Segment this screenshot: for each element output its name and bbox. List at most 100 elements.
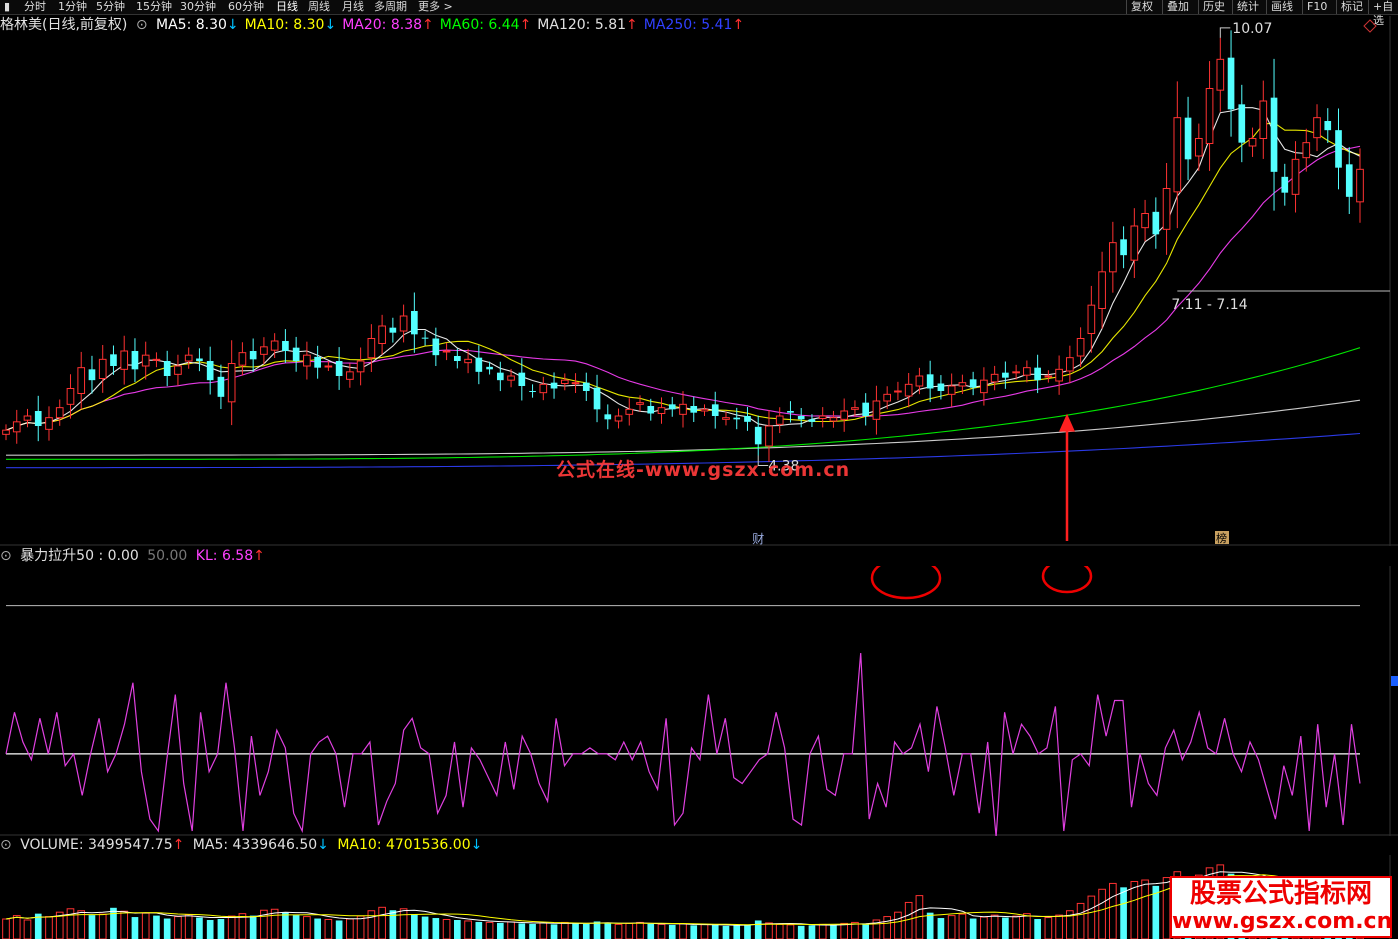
candle-body: [1345, 164, 1353, 197]
toolbar-button-3[interactable]: 统计: [1232, 0, 1263, 14]
volume-bar: [1023, 913, 1031, 939]
candle-body: [733, 417, 741, 420]
candle-body: [1152, 211, 1160, 235]
toolbar-button-5[interactable]: F10: [1302, 0, 1331, 14]
candle-body: [980, 379, 988, 394]
candle-body: [679, 403, 687, 415]
volume-bar: [582, 923, 590, 939]
candle-body: [249, 351, 257, 360]
price-chart[interactable]: 10.07 4.38 7.11 - 7.14 财 榜: [0, 16, 1398, 546]
volume-bar: [1034, 919, 1041, 939]
toolbar-button-6[interactable]: 标记: [1336, 0, 1367, 14]
volume-bar: [1098, 888, 1106, 939]
ma120-line: [6, 399, 1361, 456]
volume-bar: [464, 920, 472, 939]
candle-body: [260, 346, 268, 355]
candle-body: [1194, 138, 1203, 157]
tab-1[interactable]: 1分钟: [58, 0, 87, 13]
toolbar-button-0[interactable]: 复权: [1126, 0, 1157, 14]
volume-bar: [1141, 879, 1149, 939]
indicator-level: 50.00: [147, 548, 188, 564]
volume-bar: [485, 921, 494, 939]
ma10-line: [5, 122, 1361, 431]
tab-3[interactable]: 15分钟: [136, 0, 172, 13]
settings-icon[interactable]: ⊙: [0, 837, 12, 853]
panel-toggle-icon[interactable]: ▮: [4, 0, 11, 13]
candle-body: [636, 402, 644, 405]
low-marker: [757, 455, 769, 466]
candle-body: [1034, 367, 1041, 381]
candle-body: [1216, 58, 1225, 91]
candle-body: [947, 385, 956, 395]
candle-body: [282, 341, 289, 351]
settings-icon[interactable]: ⊙: [0, 548, 12, 564]
vol-ma10-line: [5, 874, 1361, 926]
highlight-circle-2: [1041, 566, 1093, 594]
candle-body: [45, 417, 53, 430]
candle-body: [711, 404, 719, 416]
period-toolbar: 分时 1分钟 5分钟 15分钟 30分钟 60分钟 日线 周线 月线 多周期 更多 > 复权 叠加 历史统…: [0, 0, 1398, 27]
candle-body: [1120, 239, 1127, 256]
toolbar-button-1[interactable]: 叠加: [1162, 0, 1193, 14]
volume-bar: [722, 925, 730, 939]
volume-bar: [249, 915, 257, 939]
candle-body: [1076, 338, 1085, 357]
tab-4[interactable]: 30分钟: [180, 0, 216, 13]
tab-6[interactable]: 日线: [276, 0, 298, 13]
volume-bar: [2, 918, 10, 939]
ma-legend-arrow-3: ↑: [519, 17, 532, 33]
volume-bar: [324, 919, 333, 939]
candle-body: [346, 371, 354, 380]
volume-bar: [1152, 885, 1160, 939]
candle-body: [1098, 271, 1106, 309]
volume-bar: [969, 918, 977, 939]
vol-ma5-wrap: MA5: 4339646.50↓: [193, 837, 329, 853]
bang-marker-bg: [1215, 531, 1229, 544]
candle-body: [883, 393, 892, 402]
volume-bar: [454, 919, 461, 939]
diamond-icon: [1363, 19, 1377, 33]
tab-8[interactable]: 月线: [342, 0, 364, 13]
candle-body: [862, 402, 870, 416]
highlight-circle-1: [870, 566, 942, 600]
volume-bar: [1002, 917, 1009, 939]
tab-2[interactable]: 5分钟: [96, 0, 125, 13]
toolbar-button-4[interactable]: 画线: [1266, 0, 1297, 14]
ma5-line: [5, 107, 1361, 431]
toolbar-button-2[interactable]: 历史: [1198, 0, 1229, 14]
ma60-line: [6, 347, 1361, 460]
volume-bar: [110, 907, 117, 939]
candle-body: [227, 363, 236, 403]
volume-bar: [937, 918, 945, 939]
candle-body: [1141, 213, 1149, 229]
volume-bar: [34, 913, 42, 939]
tab-7[interactable]: 周线: [308, 0, 330, 13]
stock-title[interactable]: 格林美(日线,前复权): [0, 17, 128, 33]
candle-body: [34, 411, 42, 426]
volume-bar: [399, 908, 408, 939]
tab-10[interactable]: 更多 >: [418, 0, 453, 13]
indicator-chart[interactable]: [0, 566, 1398, 836]
volume-bar: [668, 924, 676, 939]
candle-body: [926, 374, 934, 389]
toolbar-button-7[interactable]: +自选: [1368, 0, 1398, 27]
volume-bar: [593, 921, 601, 939]
volume-bar: [411, 914, 418, 939]
candle-body: [399, 315, 408, 332]
tab-0[interactable]: 分时: [24, 0, 46, 13]
tab-5[interactable]: 60分钟: [228, 0, 264, 13]
candle-body: [818, 415, 827, 419]
candle-body: [1238, 104, 1246, 143]
volume-bar: [1044, 917, 1053, 939]
tab-9[interactable]: 多周期: [374, 0, 407, 13]
settings-icon[interactable]: ⊙: [135, 17, 148, 33]
candle-body: [1291, 158, 1300, 195]
candle-body: [1259, 100, 1268, 139]
volume-legend: ⊙ VOLUME: 3499547.75↑ MA5: 4339646.50↓ M…: [0, 836, 486, 854]
volume-bar: [314, 918, 321, 939]
kl-value: KL: 6.58: [195, 548, 254, 564]
candle-body: [1044, 375, 1053, 378]
indicator-name[interactable]: 暴力拉升50 : 0.00: [20, 548, 139, 564]
volume-bar: [120, 910, 129, 939]
volume-bar: [282, 912, 289, 939]
